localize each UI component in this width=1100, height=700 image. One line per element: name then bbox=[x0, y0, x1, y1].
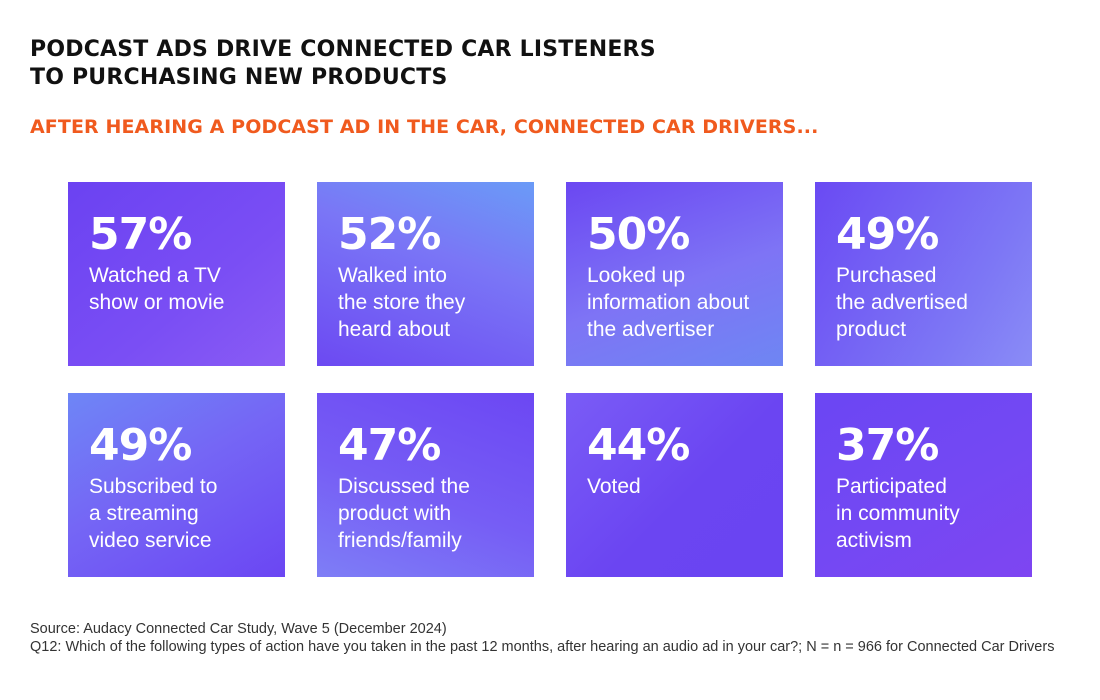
stat-card-discussed-product: 47% Discussed the product with friends/f… bbox=[317, 393, 534, 577]
footnote-source: Source: Audacy Connected Car Study, Wave… bbox=[30, 621, 447, 637]
stat-value: 47% bbox=[338, 420, 441, 471]
page-title-line-2: TO PURCHASING NEW PRODUCTS bbox=[30, 65, 448, 90]
stat-value: 49% bbox=[89, 420, 192, 471]
stat-label: Participated in community activism bbox=[836, 475, 960, 552]
stat-label: Walked into the store they heard about bbox=[338, 264, 466, 341]
footnote-question: Q12: Which of the following types of act… bbox=[30, 639, 1055, 655]
stat-value: 37% bbox=[836, 420, 939, 471]
stat-card-community-activism: 37% Participated in community activism bbox=[815, 393, 1032, 577]
stat-label: Voted bbox=[587, 475, 641, 498]
stat-label: Purchased the advertised product bbox=[836, 264, 968, 341]
stats-grid: 57% Watched a TV show or movie 52% Walke… bbox=[68, 182, 1033, 577]
stat-label: Subscribed to a streaming video service bbox=[89, 475, 218, 552]
page-title: PODCAST ADS DRIVE CONNECTED CAR LISTENER… bbox=[30, 36, 656, 92]
stat-card-looked-up-info: 50% Looked up information about the adve… bbox=[566, 182, 783, 366]
stat-card-purchased-product: 49% Purchased the advertised product bbox=[815, 182, 1032, 366]
footnote: Source: Audacy Connected Car Study, Wave… bbox=[30, 620, 1070, 656]
stat-card-watched-tv: 57% Watched a TV show or movie bbox=[68, 182, 285, 366]
page-subtitle: AFTER HEARING A PODCAST AD IN THE CAR, C… bbox=[30, 116, 819, 138]
stat-card-subscribed-streaming: 49% Subscribed to a streaming video serv… bbox=[68, 393, 285, 577]
stat-label: Watched a TV show or movie bbox=[89, 264, 225, 314]
stat-label: Discussed the product with friends/famil… bbox=[338, 475, 470, 552]
stat-card-voted: 44% Voted bbox=[566, 393, 783, 577]
stat-value: 52% bbox=[338, 209, 441, 260]
stat-value: 44% bbox=[587, 420, 690, 471]
stat-card-walked-into-store: 52% Walked into the store they heard abo… bbox=[317, 182, 534, 366]
stat-value: 57% bbox=[89, 209, 192, 260]
page-title-line-1: PODCAST ADS DRIVE CONNECTED CAR LISTENER… bbox=[30, 37, 656, 62]
stat-value: 49% bbox=[836, 209, 939, 260]
stat-label: Looked up information about the advertis… bbox=[587, 264, 750, 341]
stat-value: 50% bbox=[587, 209, 690, 260]
